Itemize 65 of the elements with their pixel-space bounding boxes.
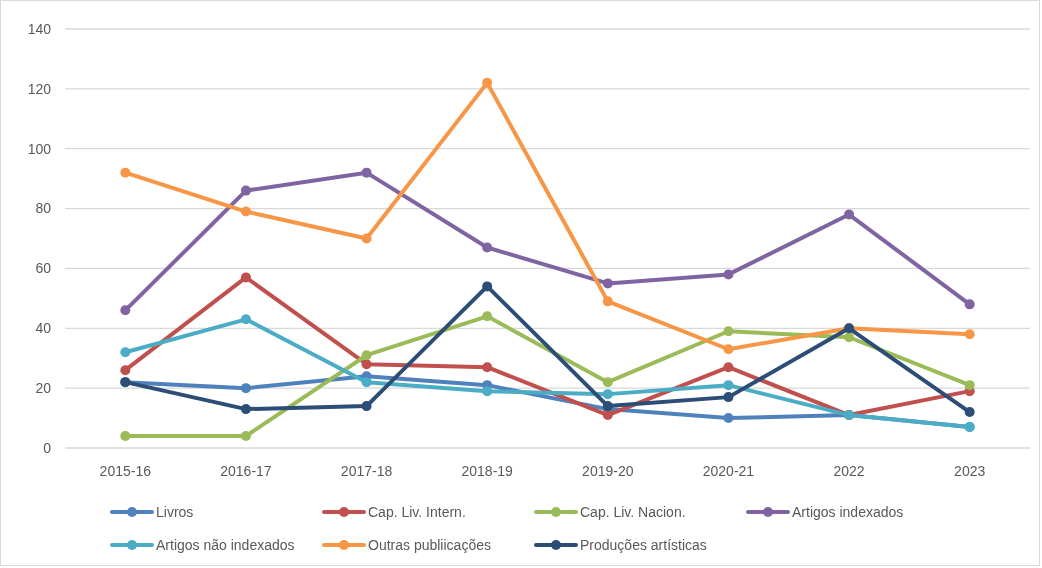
point — [482, 77, 493, 88]
point — [723, 344, 734, 355]
y-tick-label: 80 — [35, 200, 52, 217]
point — [723, 326, 734, 337]
x-tick-label: 2023 — [954, 463, 986, 479]
point — [602, 278, 613, 289]
x-tick-label: 2019-20 — [582, 463, 634, 479]
point — [120, 305, 131, 316]
point — [361, 350, 372, 361]
point — [240, 383, 251, 394]
point — [964, 299, 975, 310]
y-tick-label: 20 — [35, 380, 52, 397]
point — [120, 431, 131, 442]
point — [602, 410, 613, 421]
point — [964, 407, 975, 418]
point — [844, 332, 855, 343]
y-tick-label: 60 — [35, 260, 52, 277]
legend-label: Livros — [156, 503, 194, 520]
point — [844, 209, 855, 220]
point — [482, 242, 493, 253]
point — [602, 296, 613, 307]
legend-label: Produções artísticas — [580, 536, 707, 553]
point — [723, 413, 734, 424]
point — [240, 431, 251, 442]
point — [602, 389, 613, 400]
point — [120, 365, 131, 376]
point — [723, 380, 734, 391]
point — [120, 347, 131, 358]
legend-label: Outras publiicações — [368, 536, 491, 553]
legend-label: Cap. Liv. Intern. — [368, 503, 466, 520]
point — [964, 380, 975, 391]
y-tick-label: 100 — [27, 140, 52, 157]
x-tick-label: 2016-17 — [220, 463, 272, 479]
point — [482, 386, 493, 397]
x-tick-label: 2015-16 — [99, 463, 152, 479]
point — [120, 167, 131, 178]
y-tick-label: 120 — [27, 80, 52, 97]
x-tick-label: 2022 — [833, 463, 865, 479]
legend-label: Cap. Liv. Nacion. — [580, 503, 686, 520]
legend-label: Artigos indexados — [792, 503, 904, 520]
point — [482, 311, 493, 322]
x-tick-label: 2020-21 — [702, 463, 755, 479]
point — [361, 233, 372, 244]
point — [723, 392, 734, 403]
point — [240, 272, 251, 283]
point — [240, 185, 251, 196]
point — [240, 206, 251, 217]
point — [361, 359, 372, 370]
point — [964, 329, 975, 340]
point — [723, 269, 734, 280]
point — [482, 281, 493, 292]
point — [240, 314, 251, 325]
y-tick-label: 40 — [35, 320, 52, 337]
point — [361, 377, 372, 388]
point — [240, 404, 251, 415]
x-tick-label: 2017-18 — [340, 463, 393, 479]
point — [482, 362, 493, 373]
point — [602, 377, 613, 388]
y-tick-label: 140 — [27, 20, 52, 37]
point — [361, 401, 372, 412]
y-tick-label: 0 — [43, 439, 52, 456]
point — [361, 167, 372, 178]
legend-label: Artigos não indexados — [156, 536, 295, 553]
x-tick-label: 2018-19 — [461, 463, 514, 479]
point — [723, 362, 734, 373]
